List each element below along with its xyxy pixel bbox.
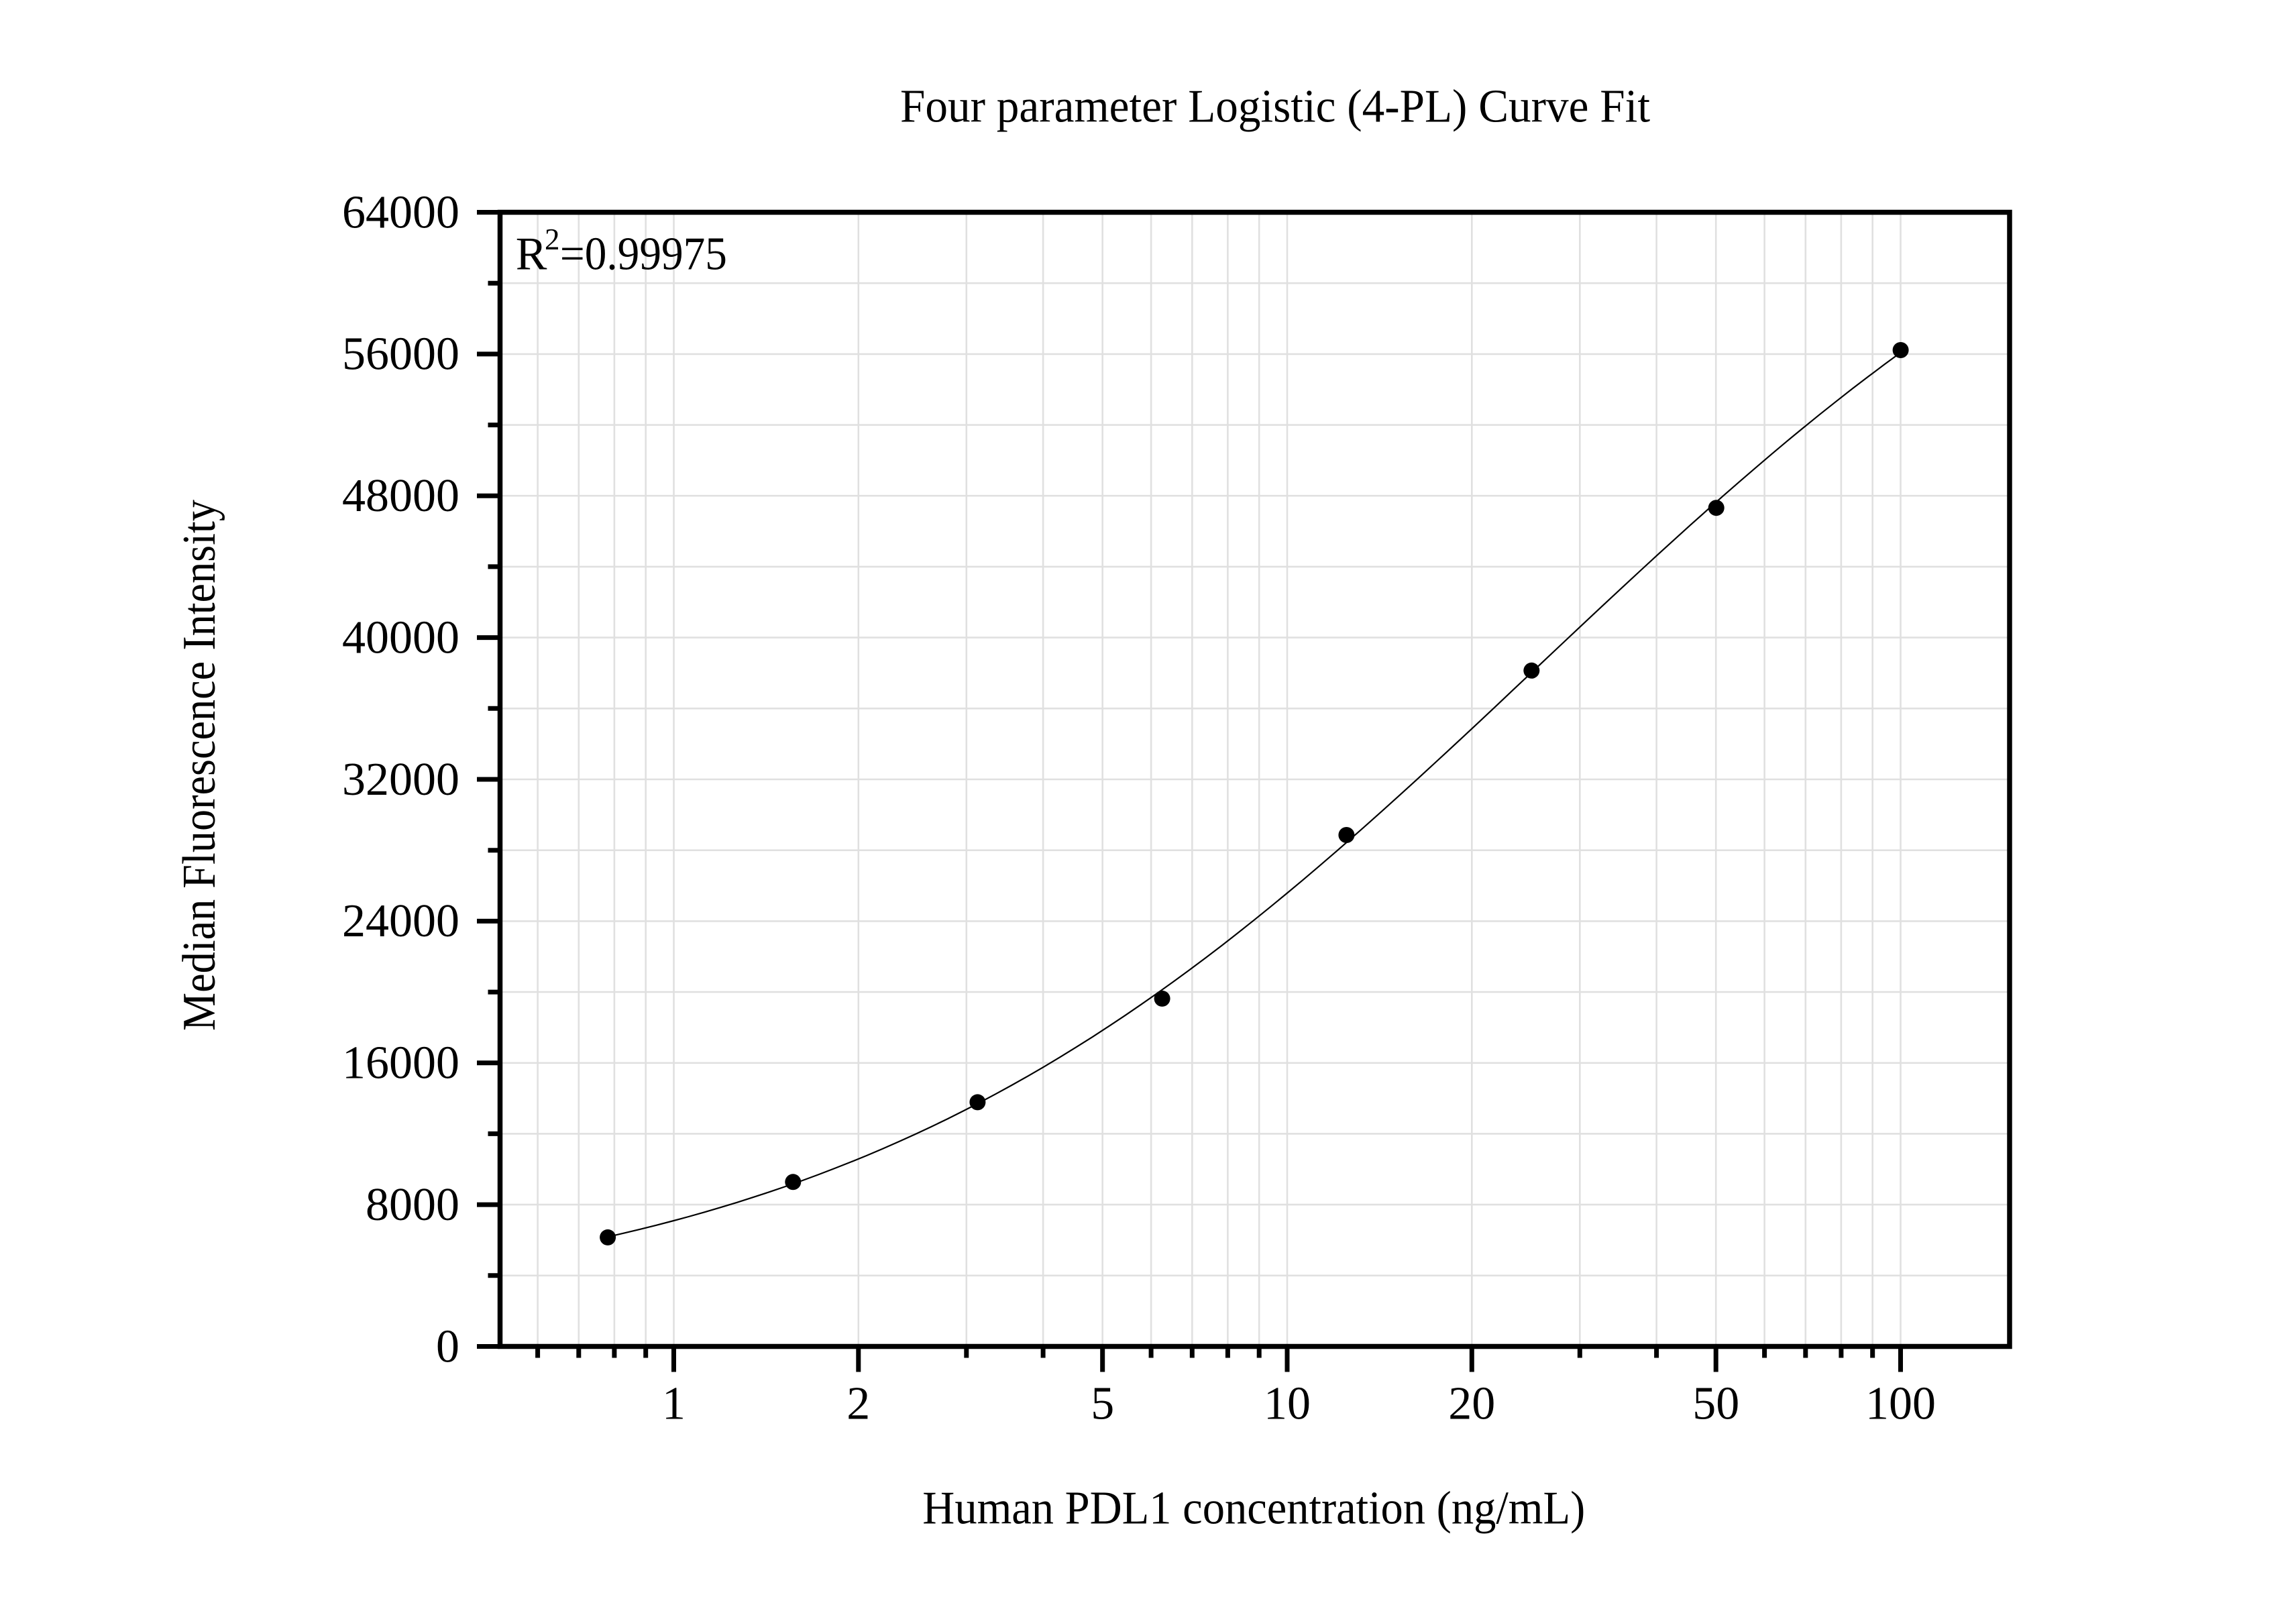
svg-text:50: 50 <box>1692 1378 1739 1430</box>
svg-text:32000: 32000 <box>342 754 459 806</box>
svg-text:2: 2 <box>846 1378 870 1430</box>
svg-text:56000: 56000 <box>342 329 459 380</box>
svg-text:10: 10 <box>1264 1378 1311 1430</box>
svg-text:0: 0 <box>436 1321 459 1372</box>
svg-text:24000: 24000 <box>342 895 459 947</box>
svg-text:R: R <box>516 229 547 280</box>
svg-text:5: 5 <box>1091 1378 1114 1430</box>
svg-text:=0.99975: =0.99975 <box>560 229 727 280</box>
svg-text:40000: 40000 <box>342 612 459 663</box>
svg-text:48000: 48000 <box>342 470 459 522</box>
svg-text:Median Fluorescence Intensity: Median Fluorescence Intensity <box>174 500 225 1031</box>
svg-text:2: 2 <box>545 223 560 256</box>
svg-text:20: 20 <box>1448 1378 1495 1430</box>
svg-text:100: 100 <box>1865 1378 1936 1430</box>
svg-text:64000: 64000 <box>342 186 459 238</box>
svg-text:Human PDL1 concentration (ng/m: Human PDL1 concentration (ng/mL) <box>922 1483 1585 1535</box>
svg-text:8000: 8000 <box>366 1179 459 1231</box>
svg-text:16000: 16000 <box>342 1038 459 1089</box>
svg-text:Four parameter Logistic (4-PL): Four parameter Logistic (4-PL) Curve Fit <box>900 81 1651 133</box>
svg-text:1: 1 <box>662 1378 686 1430</box>
